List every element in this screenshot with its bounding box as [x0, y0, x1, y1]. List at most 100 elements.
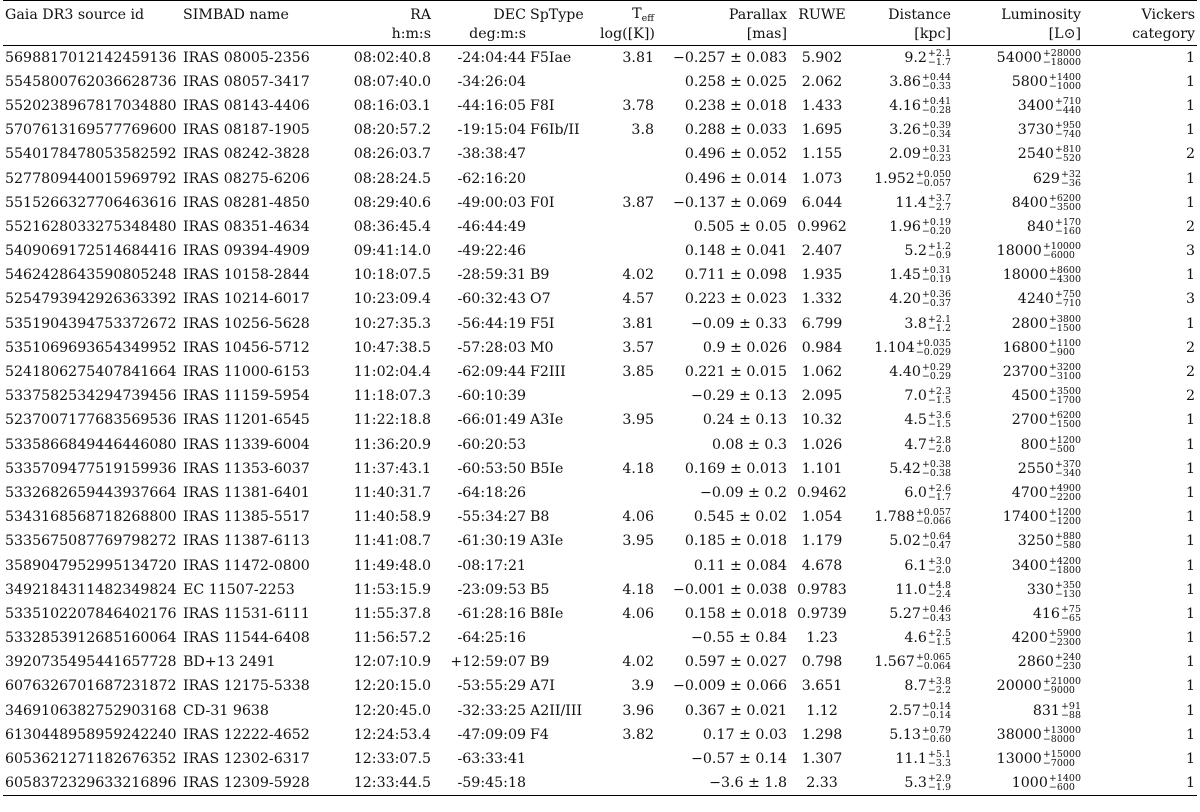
- table-row: 5237007177683569536 IRAS 11201-6545 11:22:…: [3, 408, 1197, 432]
- distance-lower-error: −0.29: [921, 371, 951, 383]
- cell-distance: 4.16 +0.41 −0.28: [855, 94, 953, 118]
- distance-lower-error: −0.37: [921, 298, 951, 310]
- luminosity-errors: +750 −710: [1055, 290, 1081, 309]
- luminosity-upper-error: +710: [1054, 95, 1081, 107]
- distance-central: 11.1: [895, 751, 927, 768]
- table-row: 3492184311482349824 EC 11507-2253 11:53:15…: [3, 578, 1197, 602]
- cell-ruwe: 1.155: [801, 146, 843, 163]
- cell-parallax: −0.09 ± 0.2: [700, 484, 787, 501]
- cell-ra: 10:47:38.5: [353, 339, 431, 356]
- col-header-ruwe: RUWE: [789, 0, 855, 24]
- distance-errors: +0.36 −0.37: [921, 290, 951, 310]
- cell-ra: 11:56:57.2: [353, 630, 431, 647]
- cell-teff: 3.95: [622, 533, 654, 550]
- luminosity-lower-error: −18000: [1042, 56, 1081, 68]
- luminosity-lower-error: −230: [1054, 661, 1081, 673]
- cell-parallax: −0.55 ± 0.84: [691, 630, 787, 647]
- luminosity-errors: +15000 −7000: [1042, 750, 1081, 770]
- distance-upper-error: +0.19: [921, 216, 951, 228]
- distance-value: 1.952 +0.050 −0.057: [874, 169, 951, 188]
- cell-gaia-id: 5515266327706463616: [5, 194, 177, 211]
- luminosity-value: 4200 +5900 −2300: [1012, 629, 1081, 649]
- luminosity-value: 2550 +370 −340: [1018, 460, 1081, 479]
- luminosity-lower-error: −1500: [1048, 322, 1081, 334]
- distance-errors: +1.2 −0.9: [927, 242, 951, 262]
- distance-lower-error: −0.9: [927, 250, 951, 262]
- luminosity-value: 800 +1200 −500: [1021, 435, 1081, 455]
- distance-errors: +0.29 −0.29: [921, 363, 951, 383]
- cell-simbad-name: IRAS 11339-6004: [183, 436, 310, 453]
- table-row: 5335675087769798272 IRAS 11387-6113 11:41:…: [3, 529, 1197, 553]
- luminosity-lower-error: −500: [1048, 443, 1075, 455]
- luminosity-lower-error: −7000: [1042, 758, 1075, 770]
- cell-teff: [598, 747, 656, 771]
- distance-lower-error: −2.2: [927, 685, 951, 697]
- cell-simbad-name: IRAS 08275-6206: [183, 170, 310, 187]
- luminosity-errors: +240 −230: [1054, 653, 1081, 673]
- table-row: 5351069693654349952 IRAS 10456-5712 10:47:…: [3, 336, 1197, 360]
- distance-value: 11.0 +4.8 −2.4: [895, 580, 951, 599]
- distance-value: 9.2 +2.1 −1.7: [904, 49, 951, 68]
- distance-lower-error: −0.28: [921, 104, 951, 116]
- distance-errors: +0.14 −0.14: [922, 701, 951, 720]
- distance-value: 5.3 +2.9 −1.9: [904, 774, 951, 793]
- cell-vickers-category: 1: [1185, 702, 1195, 719]
- cell-parallax: −0.137 ± 0.069: [672, 194, 787, 211]
- luminosity-errors: +880 −580: [1055, 532, 1081, 551]
- cell-distance: 4.20 +0.36 −0.37: [855, 287, 953, 311]
- luminosity-lower-error: −2300: [1048, 637, 1081, 649]
- cell-teff: [598, 166, 656, 190]
- cell-sptype: O7: [530, 291, 551, 308]
- cell-ra: 08:28:24.5: [353, 170, 431, 187]
- distance-value: 4.6 +2.5 −1.5: [904, 629, 951, 648]
- distance-errors: +0.050 −0.057: [916, 169, 951, 188]
- cell-simbad-name: IRAS 11000-6153: [183, 364, 310, 381]
- luminosity-errors: +1400 −600: [1049, 774, 1081, 793]
- table-row: 5332853912685160064 IRAS 11544-6408 11:56:…: [3, 626, 1197, 650]
- distance-central: 7.0: [904, 388, 927, 405]
- cell-dec: -64:25:16: [457, 630, 526, 647]
- distance-errors: +2.6 −1.7: [928, 484, 951, 503]
- distance-value: 1.788 +0.057 −0.066: [874, 507, 951, 527]
- luminosity-upper-error: +91: [1060, 700, 1081, 712]
- luminosity-central: 3250: [1017, 533, 1054, 550]
- distance-value: 4.40 +0.29 −0.29: [889, 363, 951, 383]
- cell-luminosity: 1000 +1400 −600: [953, 771, 1083, 796]
- luminosity-lower-error: −440: [1054, 104, 1081, 116]
- cell-teff: 4.06: [622, 605, 654, 622]
- cell-distance: 3.8 +2.1 −1.2: [855, 312, 953, 336]
- cell-sptype: B9: [530, 654, 550, 671]
- cell-ruwe: 2.095: [801, 388, 843, 405]
- cell-ruwe: 0.9962: [797, 218, 847, 235]
- distance-upper-error: +0.057: [915, 507, 951, 519]
- distance-value: 5.42 +0.38 −0.38: [889, 460, 951, 479]
- cell-distance: 5.3 +2.9 −1.9: [855, 771, 953, 796]
- cell-ruwe: 0.9739: [797, 605, 847, 622]
- distance-upper-error: +2.1: [927, 313, 951, 325]
- distance-value: 5.27 +0.46 −0.43: [889, 605, 951, 624]
- distance-upper-error: +5.1: [927, 749, 951, 761]
- cell-parallax: 0.288 ± 0.033: [684, 122, 787, 139]
- cell-teff: 4.06: [622, 509, 654, 526]
- cell-ruwe: 0.9462: [797, 484, 847, 501]
- cell-ruwe: 1.935: [801, 267, 843, 284]
- cell-gaia-id: 5335866849446446080: [5, 436, 177, 453]
- distance-value: 7.0 +2.3 −1.5: [904, 387, 951, 406]
- distance-central: 9.2: [904, 49, 927, 66]
- cell-luminosity: 8400 +6200 −3500: [953, 191, 1083, 215]
- luminosity-central: 831: [1032, 702, 1060, 719]
- cell-ra: 11:36:20.9: [353, 436, 431, 453]
- cell-ruwe: 1.307: [801, 751, 843, 768]
- cell-luminosity: 54000 +28000 −18000: [953, 46, 1083, 70]
- luminosity-errors: +21000 −9000: [1043, 677, 1081, 696]
- cell-dec: -60:32:43: [457, 291, 526, 308]
- luminosity-value: 16800 +1100 −900: [1003, 339, 1081, 358]
- distance-lower-error: −2.0: [927, 564, 951, 576]
- luminosity-value: 4500 +3500 −1700: [1012, 387, 1081, 406]
- cell-ra: 11:40:58.9: [353, 509, 431, 526]
- distance-value: 1.104 +0.035 −0.029: [874, 339, 951, 358]
- distance-value: 2.57 +0.14 −0.14: [889, 701, 951, 720]
- cell-ruwe: 1.23: [806, 630, 838, 647]
- luminosity-lower-error: −3500: [1048, 201, 1081, 213]
- luminosity-upper-error: +6200: [1048, 192, 1081, 204]
